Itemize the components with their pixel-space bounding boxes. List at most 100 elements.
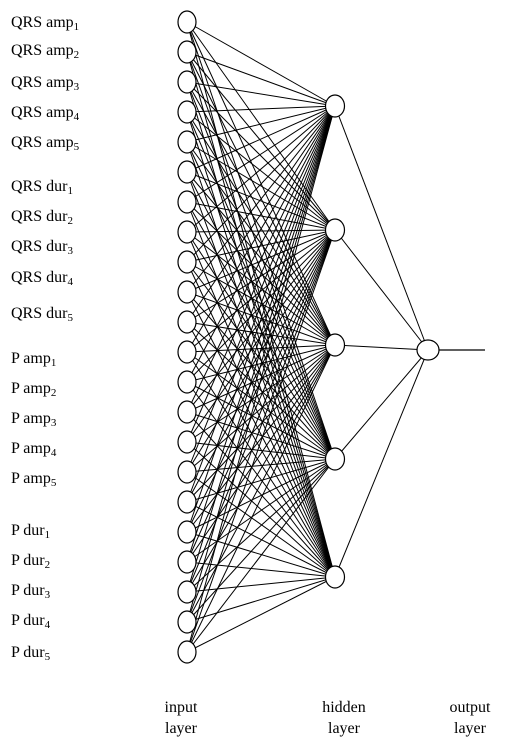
- edge-input-16-hidden-4: [186, 458, 336, 473]
- input-layer-caption-line2: layer: [165, 720, 197, 737]
- output-layer-caption-line2: layer: [454, 720, 486, 737]
- edge-input-19-hidden-3: [186, 344, 336, 563]
- edge-hidden-1-output: [334, 105, 429, 351]
- input-label: QRS dur4: [11, 269, 73, 288]
- edge-input-7-hidden-2: [186, 201, 336, 231]
- edge-input-15-hidden-1: [186, 105, 336, 443]
- edge-input-11-hidden-4: [186, 321, 336, 460]
- input-label: P dur1: [11, 522, 50, 541]
- edge-input-14-hidden-1: [186, 105, 336, 413]
- input-node-20: [177, 580, 197, 604]
- input-label-subscript: 1: [67, 185, 73, 197]
- edge-input-20-hidden-2: [186, 229, 336, 593]
- input-node-13: [177, 370, 197, 394]
- input-node-1: [177, 10, 197, 34]
- input-label: QRS amp2: [11, 42, 80, 61]
- edge-input-21-hidden-2: [186, 229, 336, 623]
- edge-input-10-hidden-4: [186, 291, 336, 460]
- input-label: P dur4: [11, 612, 51, 631]
- input-node-21: [177, 610, 197, 634]
- edge-input-13-hidden-5: [186, 381, 336, 578]
- edge-input-16-hidden-5: [186, 471, 336, 578]
- edge-input-6-hidden-2: [186, 171, 336, 231]
- edge-input-14-hidden-4: [186, 411, 336, 460]
- edge-input-9-hidden-4: [186, 261, 336, 460]
- edge-input-12-hidden-2: [186, 229, 336, 353]
- edge-input-22-hidden-4: [186, 458, 336, 653]
- edge-input-15-hidden-2: [186, 229, 336, 443]
- edge-input-2-hidden-1: [186, 51, 336, 107]
- edge-input-6-hidden-5: [186, 171, 336, 578]
- input-node-3: [177, 70, 197, 94]
- edge-hidden-5-output: [334, 349, 429, 578]
- edge-input-15-hidden-3: [186, 344, 336, 443]
- input-node-2: [177, 40, 197, 64]
- hidden-node-4: [324, 447, 346, 471]
- edge-input-14-hidden-5: [186, 411, 336, 578]
- input-label-subscript: 4: [50, 447, 57, 459]
- input-label: QRS amp3: [11, 74, 80, 93]
- input-label-base: P dur: [11, 522, 45, 539]
- edge-input-17-hidden-5: [186, 501, 336, 578]
- input-node-5: [177, 130, 197, 154]
- hidden-layer-caption-line2: layer: [328, 720, 360, 737]
- edge-input-22-hidden-3: [186, 344, 336, 653]
- edge-input-5-hidden-2: [186, 141, 336, 231]
- edge-input-7-hidden-4: [186, 201, 336, 460]
- edge-input-20-hidden-3: [186, 344, 336, 593]
- input-label-base: P amp: [11, 470, 51, 487]
- edge-input-10-hidden-1: [186, 105, 336, 293]
- edge-input-22-hidden-1: [186, 105, 336, 653]
- input-node-6: [177, 160, 197, 184]
- input-label-base: P dur: [11, 612, 45, 629]
- edge-input-8-hidden-2: [186, 229, 336, 233]
- input-label: QRS amp4: [11, 104, 80, 123]
- input-layer-caption: input layer: [146, 697, 216, 739]
- input-label: QRS amp5: [11, 134, 80, 153]
- edge-input-13-hidden-2: [186, 229, 336, 383]
- input-label-subscript: 4: [73, 111, 80, 123]
- edge-input-19-hidden-4: [186, 458, 336, 563]
- input-node-7: [177, 190, 197, 214]
- input-label-base: QRS amp: [11, 74, 74, 91]
- input-label-subscript: 5: [73, 141, 80, 153]
- edge-input-12-hidden-5: [186, 351, 336, 578]
- edge-input-9-hidden-2: [186, 229, 336, 263]
- input-node-10: [177, 280, 197, 304]
- hidden-node-5: [324, 565, 346, 589]
- input-label-subscript: 3: [44, 589, 51, 601]
- input-label-base: QRS dur: [11, 269, 68, 286]
- edge-input-10-hidden-5: [186, 291, 336, 578]
- edge-input-16-hidden-3: [186, 344, 336, 473]
- edge-input-3-hidden-2: [186, 81, 336, 231]
- input-label-subscript: 2: [73, 49, 80, 61]
- input-label-subscript: 3: [67, 245, 73, 257]
- edge-hidden-4-output: [334, 349, 429, 460]
- hidden-layer-caption-line1: hidden: [322, 699, 366, 716]
- edge-input-9-hidden-1: [186, 105, 336, 263]
- edge-input-1-hidden-1: [186, 21, 336, 107]
- edge-input-20-hidden-5: [186, 576, 336, 593]
- edge-input-5-hidden-1: [186, 105, 336, 143]
- input-label-subscript: 2: [50, 387, 57, 399]
- edge-input-15-hidden-4: [186, 441, 336, 460]
- input-label: QRS dur3: [11, 238, 73, 257]
- edge-input-6-hidden-4: [186, 171, 336, 460]
- input-label-base: P dur: [11, 582, 45, 599]
- input-label-subscript: 3: [73, 81, 80, 93]
- input-label-subscript: 2: [44, 559, 51, 571]
- input-node-9: [177, 250, 197, 274]
- input-label-base: QRS dur: [11, 178, 68, 195]
- edge-input-7-hidden-1: [186, 105, 336, 203]
- hidden-node-2: [324, 218, 346, 242]
- edge-input-18-hidden-2: [186, 229, 336, 533]
- output-node: [416, 339, 440, 361]
- input-label: P dur3: [11, 582, 51, 601]
- edge-input-11-hidden-1: [186, 105, 336, 323]
- input-label: P amp1: [11, 350, 56, 369]
- edge-input-21-hidden-5: [186, 576, 336, 623]
- input-label-base: P dur: [11, 644, 45, 661]
- input-label-subscript: 4: [44, 619, 51, 631]
